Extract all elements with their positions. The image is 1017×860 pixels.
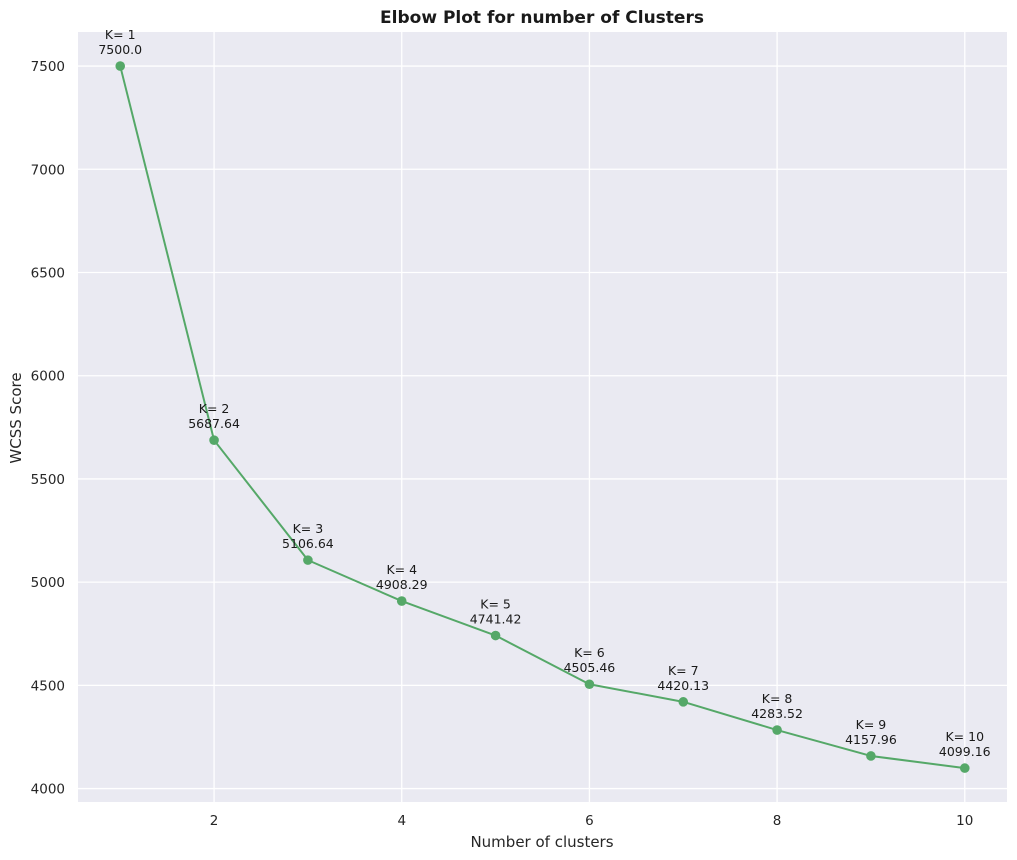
data-point: [584, 679, 595, 690]
data-point: [772, 725, 782, 735]
y-tick-label: 4000: [31, 782, 65, 798]
x-axis-label: Number of clusters: [470, 833, 613, 851]
point-label-value: 4420.13: [657, 678, 709, 693]
point-label-k: K= 10: [945, 729, 984, 744]
y-tick-label: 5000: [31, 575, 65, 591]
y-tick-label: 6500: [31, 265, 65, 281]
y-tick-label: 5500: [31, 472, 65, 488]
data-points: [115, 61, 970, 773]
point-label-k: K= 2: [199, 401, 230, 416]
point-label-value: 4099.16: [939, 744, 991, 759]
point-label-k: K= 3: [293, 521, 324, 536]
x-tick-label: 2: [210, 813, 219, 829]
chart-title: Elbow Plot for number of Clusters: [380, 8, 704, 28]
y-tick-label: 7000: [31, 162, 65, 178]
x-tick-label: 4: [397, 813, 406, 829]
x-tick-labels: 2 4 6 8 10: [210, 813, 974, 829]
point-label-value: 4741.42: [470, 612, 522, 627]
point-label-k: K= 9: [856, 717, 887, 732]
point-label-value: 5106.64: [282, 536, 334, 551]
data-point: [959, 763, 970, 773]
y-axis-label: WCSS Score: [7, 372, 25, 463]
y-tick-labels: 4000 4500 5000 5500 6000 6500 7000 7500: [31, 59, 65, 798]
point-label-value: 4908.29: [376, 577, 428, 592]
data-point: [866, 751, 876, 761]
plot-area: [78, 32, 1007, 802]
series: [119, 65, 965, 770]
x-tick-label: 6: [585, 813, 594, 829]
grid: [78, 32, 1007, 802]
y-tick-label: 6000: [31, 369, 65, 385]
point-label-k: K= 8: [762, 691, 793, 706]
series-line: [119, 65, 965, 770]
x-tick-label: 8: [773, 813, 782, 829]
point-label-k: K= 7: [668, 663, 699, 678]
point-label-k: K= 5: [480, 597, 511, 612]
data-point: [678, 697, 689, 707]
point-label-value: 5687.64: [188, 416, 240, 431]
data-point: [209, 435, 219, 445]
data-point: [396, 596, 407, 606]
data-point: [115, 61, 126, 71]
y-tick-label: 7500: [31, 59, 65, 75]
y-tick-label: 4500: [31, 678, 65, 694]
point-label-k: K= 1: [105, 27, 136, 42]
data-point: [490, 630, 501, 641]
point-label-value: 7500.0: [98, 42, 142, 57]
x-tick-label: 10: [956, 813, 973, 829]
data-point: [303, 555, 313, 565]
point-label-value: 4283.52: [751, 706, 803, 721]
point-label-value: 4505.46: [564, 660, 616, 675]
point-label-k: K= 6: [574, 645, 605, 660]
point-label-value: 4157.96: [845, 732, 897, 747]
point-label-k: K= 4: [386, 562, 417, 577]
